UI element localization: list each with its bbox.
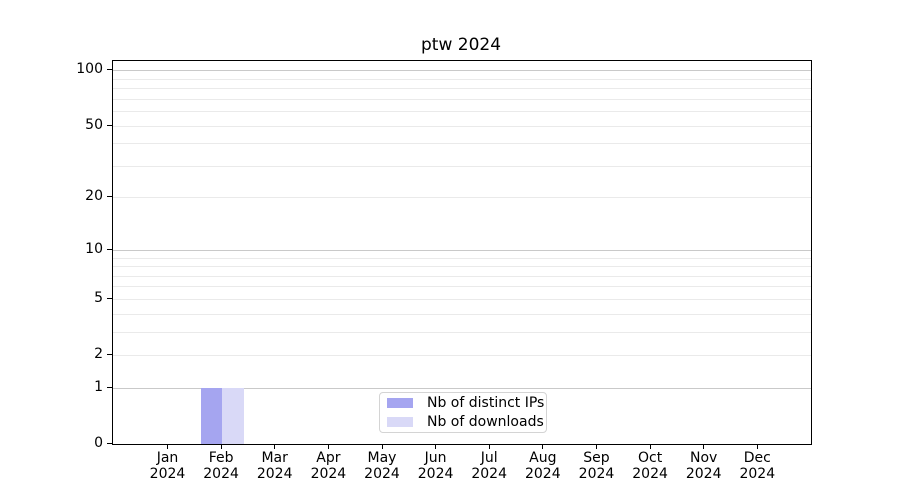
y-gridline-minor [113,266,811,267]
x-tick-month: Dec [743,450,771,466]
x-tick-year: 2024 [578,466,615,482]
x-tick-mark [381,444,383,449]
x-tick-label-oct: Oct 2024 [618,450,682,482]
y-gridline-major [113,387,811,389]
x-tick-mark [274,444,276,449]
y-tick-label: 100 [76,61,103,78]
x-tick-mark [756,444,758,449]
x-tick-mark [435,444,437,449]
y-tick-label: 10 [85,240,103,257]
x-tick-year: 2024 [685,466,722,482]
y-tick-label: 20 [85,188,103,205]
legend-swatch-distinct-ips [387,398,413,408]
y-gridline-minor [113,78,811,80]
y-tick-label: 50 [85,116,103,133]
y-gridline-minor [113,355,811,356]
x-tick-year: 2024 [417,466,454,482]
x-tick-month: Mar [261,450,288,466]
x-tick-month: Nov [690,450,718,466]
x-tick-month: Oct [637,450,663,466]
y-gridline-minor [113,331,811,333]
y-gridline-minor [113,98,811,100]
y-gridline-major [113,70,811,72]
chart-title: ptw 2024 [420,35,502,55]
y-gridline-minor [113,197,811,199]
x-tick-year: 2024 [364,466,400,482]
x-tick-mark [167,444,168,449]
x-tick-year: 2024 [310,466,347,482]
x-tick-year: 2024 [632,466,668,482]
y-gridline-minor [113,298,811,300]
y-tick-mark [107,443,112,444]
bar-distinct-ips-feb [200,387,223,444]
y-tick-label: 2 [94,346,103,362]
legend-label-distinct-ips: Nb of distinct IPs [427,395,545,411]
x-tick-label-jan: Jan 2024 [136,450,200,482]
x-tick-month: Apr [316,450,341,466]
x-tick-year: 2024 [203,466,239,482]
x-tick-label-may: May 2024 [350,450,414,482]
legend-swatch-downloads [387,417,413,427]
y-tick-mark [107,196,112,198]
x-tick-label-jul: Jul 2024 [457,450,521,482]
x-tick-year: 2024 [524,466,561,482]
y-tick-label: 1 [94,378,103,395]
x-tick-mark [542,444,544,449]
x-tick-label-nov: Nov 2024 [672,450,736,482]
x-tick-year: 2024 [471,466,507,482]
x-tick-label-aug: Aug 2024 [511,450,575,482]
x-tick-label-jun: Jun 2024 [404,450,468,482]
legend-item-distinct-ips: Nb of distinct IPs [387,395,546,411]
x-tick-label-feb: Feb 2024 [189,450,253,482]
y-tick-mark [107,297,112,299]
y-gridline-minor [113,313,811,315]
y-tick-mark [107,124,112,126]
plot-area: Nb of distinct IPs Nb of downloads [112,60,812,445]
legend-label-downloads: Nb of downloads [427,414,544,430]
y-gridline-minor [113,165,811,167]
bar-downloads-feb [222,387,244,444]
x-tick-month: Jun [424,450,447,466]
x-tick-label-apr: Apr 2024 [296,450,360,482]
y-gridline-major [113,249,811,251]
y-gridline-minor [113,257,811,259]
x-tick-month: Sep [583,450,610,466]
x-tick-mark [327,444,329,449]
x-tick-month: May [367,450,397,466]
x-tick-month: Feb [208,450,234,466]
y-gridline-minor [113,125,811,127]
y-gridline-minor [113,143,811,145]
legend-item-downloads: Nb of downloads [387,414,546,430]
x-tick-month: Jan [156,450,179,466]
x-tick-mark [596,444,597,449]
x-tick-mark [703,444,705,449]
y-gridline-minor [113,275,811,277]
y-tick-label: 0 [94,435,103,451]
y-gridline-minor [113,286,811,288]
x-tick-month: Aug [529,450,557,466]
x-tick-mark [220,444,222,449]
y-gridline-minor [113,88,811,89]
y-tick-mark [107,248,112,250]
y-tick-mark [107,69,112,71]
x-tick-year: 2024 [149,466,186,482]
y-gridline-minor [113,110,811,112]
x-tick-month: Jul [480,450,498,466]
legend: Nb of distinct IPs Nb of downloads [379,392,547,433]
x-tick-mark [649,444,651,449]
x-tick-label-mar: Mar 2024 [243,450,307,482]
x-tick-year: 2024 [739,466,776,482]
y-tick-label: 5 [94,289,103,306]
x-tick-year: 2024 [256,466,293,482]
x-tick-label-sep: Sep 2024 [565,450,629,482]
y-tick-mark [107,354,112,355]
y-tick-mark [107,386,112,388]
x-tick-label-dec: Dec 2024 [725,450,789,482]
x-tick-mark [488,444,490,449]
